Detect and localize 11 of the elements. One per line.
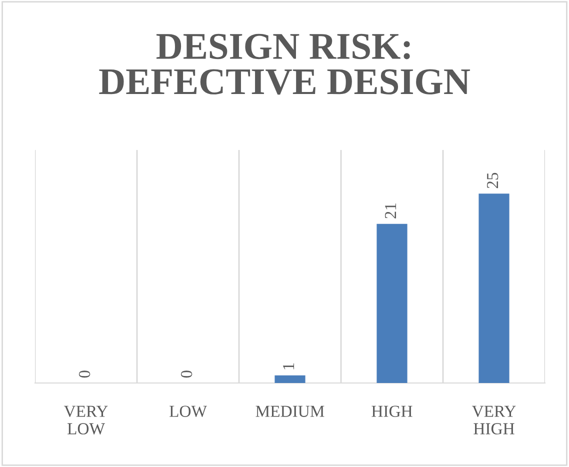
chart-title: DESIGN RISK: DEFECTIVE DESIGN	[99, 34, 470, 95]
x-tick-label: HIGH	[372, 406, 412, 417]
x-tick-label: VERY LOW	[64, 406, 108, 434]
data-label: 1	[283, 363, 294, 370]
data-label: 25	[486, 172, 498, 188]
x-tick-label: VERY HIGH	[472, 406, 516, 434]
x-tick-label: MEDIUM	[256, 406, 324, 417]
data-label: 0	[180, 370, 192, 378]
x-tick-label: LOW	[170, 406, 207, 418]
data-label: 0	[78, 370, 90, 378]
data-label: 21	[384, 203, 396, 218]
